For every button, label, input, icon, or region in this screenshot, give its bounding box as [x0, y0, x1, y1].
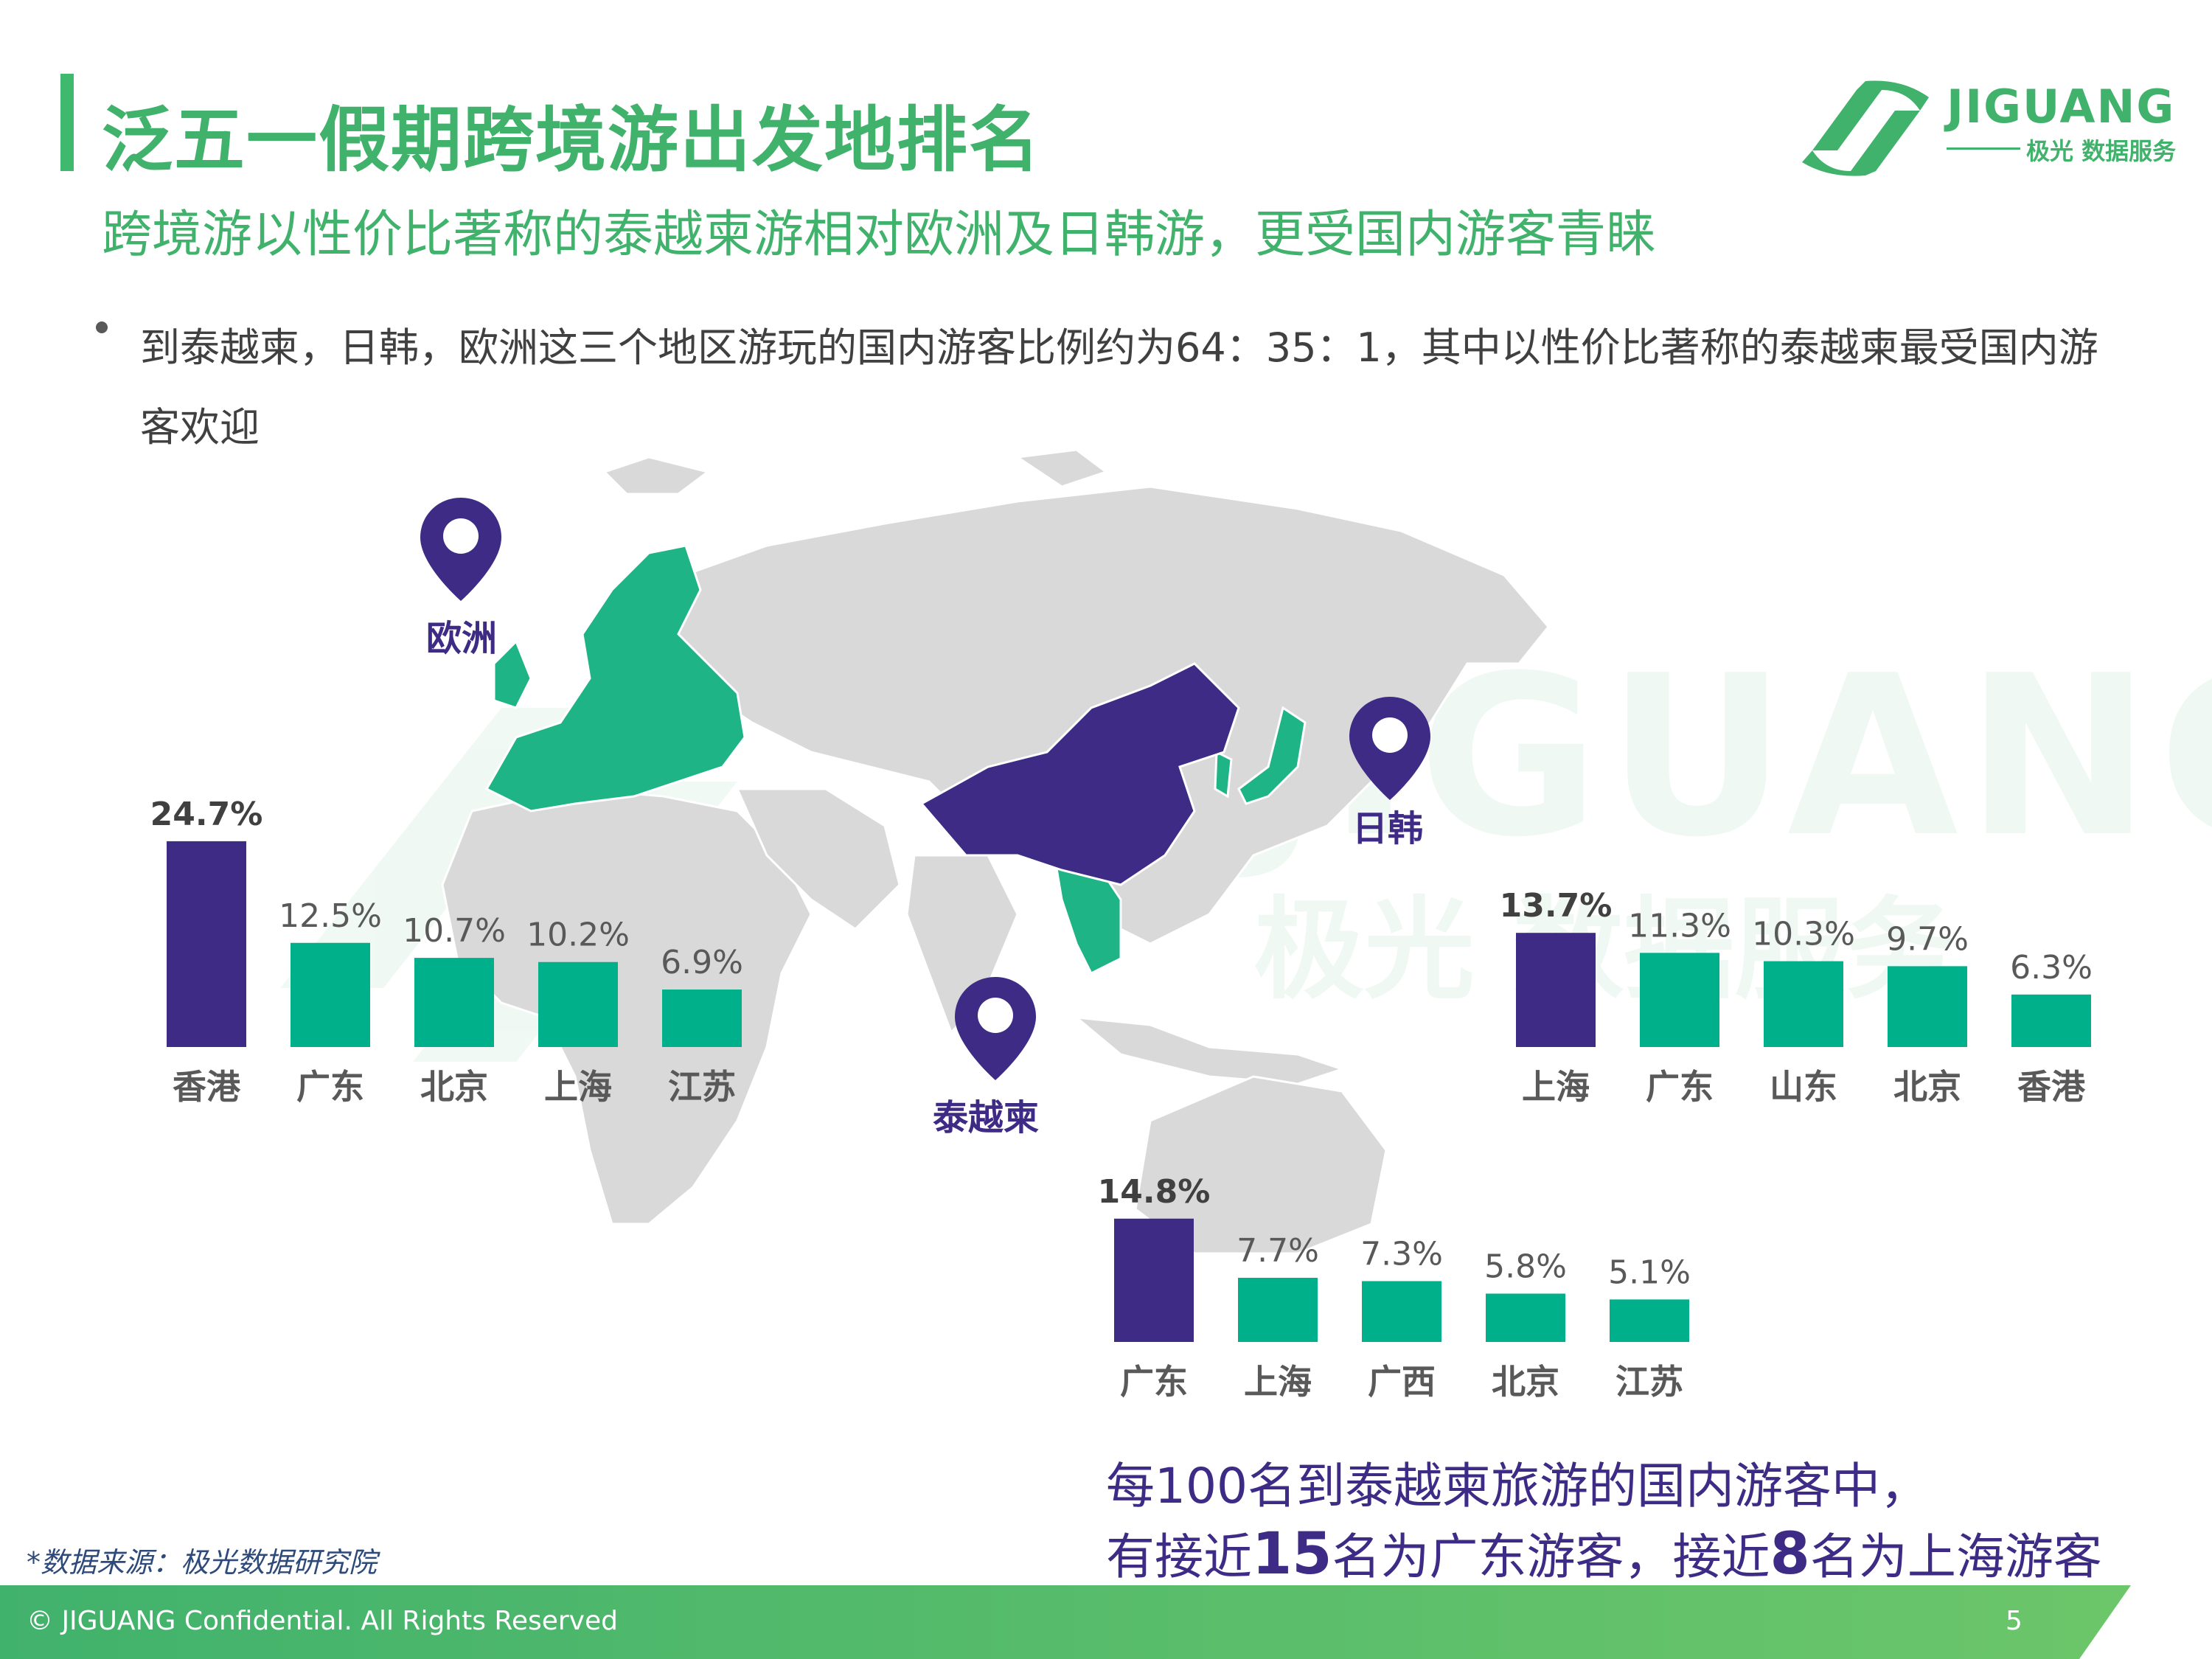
page-subtitle: 跨境游以性价比著称的泰越柬游相对欧洲及日韩游，更受国内游客青睐 [102, 206, 1657, 264]
bar-上海 [538, 961, 618, 1047]
category-label-广东: 广东 [1120, 1362, 1188, 1402]
bar-北京 [1486, 1293, 1565, 1342]
japan-korea-pin-label: 日韩 [1352, 808, 1424, 849]
value-label-上海: 7.7% [1237, 1232, 1319, 1270]
map-china [919, 662, 1240, 886]
category-label-香港: 香港 [173, 1067, 241, 1107]
europe-pin-label: 欧洲 [426, 618, 498, 659]
data-source: *数据来源：极光数据研究院 [27, 1546, 378, 1579]
value-label-香港: 24.7% [150, 796, 263, 833]
bar-广东 [1640, 953, 1719, 1047]
logo-divider [1947, 147, 2020, 150]
title-accent-bar [60, 74, 74, 171]
category-label-上海: 上海 [544, 1067, 612, 1107]
category-label-上海: 上海 [1522, 1067, 1590, 1107]
note-number-15: 15 [1252, 1521, 1332, 1587]
map-middle-east [735, 787, 901, 931]
bar-江苏 [1610, 1299, 1689, 1342]
bar-山东 [1764, 961, 1843, 1047]
logo-tagline: 极光 数据服务 [2026, 137, 2177, 165]
category-label-北京: 北京 [1492, 1362, 1559, 1402]
value-label-香港: 6.3% [2010, 949, 2093, 987]
category-label-广西: 广西 [1368, 1362, 1436, 1402]
page-number: 5 [2006, 1606, 2023, 1636]
value-label-北京: 10.7% [403, 912, 506, 950]
value-label-广东: 11.3% [1628, 907, 1731, 945]
map-korea [1214, 750, 1233, 799]
category-label-上海: 上海 [1244, 1362, 1312, 1402]
value-label-山东: 10.3% [1752, 916, 1855, 953]
europe-location-pin-icon [420, 498, 501, 601]
world-map [441, 448, 1550, 1253]
sea-location-pin-icon [955, 977, 1036, 1080]
map-indonesia [1073, 1016, 1346, 1085]
jiguang-logo [1802, 80, 1929, 176]
map-arctic-islands [602, 448, 1109, 495]
category-label-香港: 香港 [2017, 1067, 2086, 1107]
value-label-北京: 5.8% [1484, 1248, 1567, 1285]
map-uk [493, 639, 532, 709]
note-line-2: 有接近15名为广东游客，接近8名为上海游客 [1106, 1520, 2102, 1591]
logo-name: JIGUANG [1947, 80, 2176, 133]
page-title: 泛五一假期跨境游出发地排名 [102, 99, 1041, 181]
category-label-北京: 北京 [1893, 1067, 1961, 1107]
sea-pin-label: 泰越柬 [933, 1097, 1040, 1138]
bar-广西 [1362, 1281, 1441, 1342]
value-label-上海: 10.2% [526, 917, 630, 954]
category-label-广东: 广东 [1646, 1067, 1714, 1107]
value-label-江苏: 6.9% [661, 944, 743, 981]
bar-江苏 [662, 990, 742, 1047]
note-text-c: 名为广东游客，接近 [1332, 1528, 1770, 1585]
bullet-text: 到泰越柬，日韩，欧洲这三个地区游玩的国内游客比例约为64：35：1，其中以性价比… [140, 324, 2098, 451]
category-label-北京: 北京 [420, 1067, 488, 1107]
key-finding-note: 每100名到泰越柬旅游的国内游客中， 有接近15名为广东游客，接近8名为上海游客 [1106, 1453, 2102, 1591]
note-line-1: 每100名到泰越柬旅游的国内游客中， [1106, 1458, 1929, 1514]
bar-北京 [1888, 966, 1967, 1047]
bar-广东 [291, 942, 370, 1047]
value-label-上海: 13.7% [1500, 887, 1613, 925]
sea-origin-bar-chart: 14.8% 广东 7.7% 上海 7.3% 广西 5.8% 北京 5.1% 江苏 [1098, 1173, 1691, 1402]
category-label-江苏: 江苏 [668, 1067, 736, 1107]
value-label-广东: 14.8% [1098, 1173, 1211, 1211]
japan-korea-origin-bar-chart: 13.7% 上海 11.3% 广东 10.3% 山东 9.7% 北京 6.3% 香港 [1500, 887, 2093, 1107]
category-label-山东: 山东 [1770, 1067, 1837, 1107]
japan-korea-location-pin-icon [1349, 697, 1430, 800]
footer-copyright: © JIGUANG Confidential. All Rights Reser… [27, 1606, 618, 1636]
note-text-a: 有接近 [1106, 1528, 1252, 1585]
value-label-广东: 12.5% [279, 897, 382, 935]
note-text-e: 名为上海游客 [1809, 1528, 2102, 1585]
europe-origin-bar-chart: 24.7% 香港 12.5% 广东 10.7% 北京 10.2% 上海 6.9% 江苏 [150, 796, 743, 1107]
bar-上海 [1238, 1277, 1318, 1342]
note-number-8: 8 [1770, 1521, 1810, 1587]
value-label-江苏: 5.1% [1608, 1253, 1691, 1291]
category-label-江苏: 江苏 [1615, 1362, 1683, 1402]
map-africa [441, 787, 813, 1225]
map-japan [1237, 706, 1307, 805]
value-label-北京: 9.7% [1886, 920, 1969, 958]
bullet-dot [96, 321, 108, 333]
bar-上海 [1516, 933, 1596, 1047]
bar-香港 [2011, 994, 2091, 1047]
category-label-广东: 广东 [296, 1067, 364, 1107]
logo-mark-icon [1802, 80, 1929, 176]
value-label-广西: 7.3% [1360, 1236, 1443, 1273]
bar-北京 [414, 958, 494, 1047]
bar-香港 [167, 841, 246, 1047]
footer-band [0, 1585, 2131, 1659]
map-europe [484, 544, 746, 813]
bar-广东 [1114, 1218, 1194, 1342]
